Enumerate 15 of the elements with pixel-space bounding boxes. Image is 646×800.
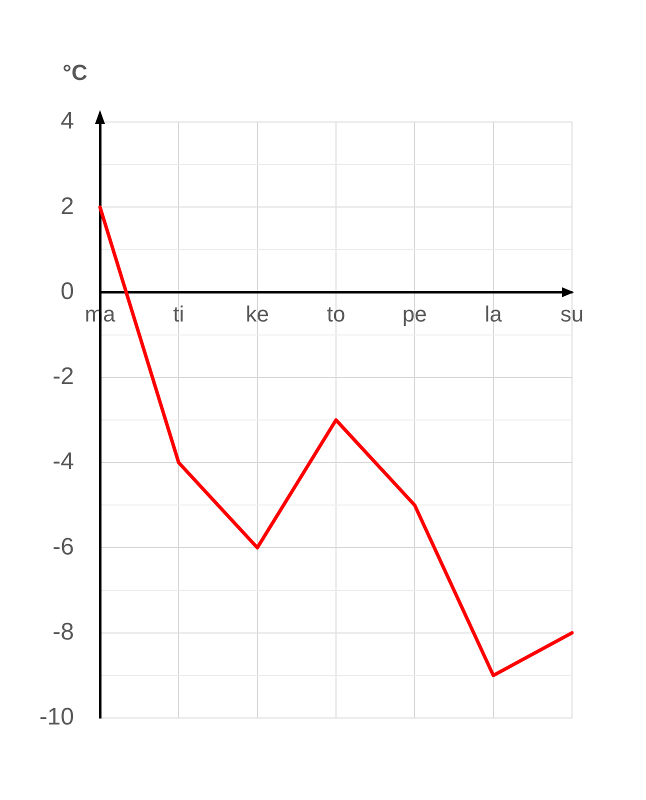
y-tick-label: -2	[52, 363, 74, 390]
x-tick-label: ke	[246, 302, 269, 327]
y-tick-label: -8	[52, 618, 74, 646]
x-tick-label: to	[326, 302, 346, 327]
x-tick-label: ti	[173, 302, 184, 327]
x-tick-label: su	[560, 302, 584, 327]
y-tick-label: -4	[52, 448, 74, 476]
y-tick-label: -6	[52, 533, 74, 560]
x-tick-label: pe	[402, 302, 427, 327]
y-tick-label: 2	[60, 192, 74, 220]
x-tick-label: la	[484, 302, 503, 327]
y-axis-title: °C	[62, 60, 88, 86]
y-tick-label: -10	[39, 704, 74, 731]
y-tick-label: 0	[60, 278, 74, 305]
y-tick-label: 4	[60, 108, 74, 135]
